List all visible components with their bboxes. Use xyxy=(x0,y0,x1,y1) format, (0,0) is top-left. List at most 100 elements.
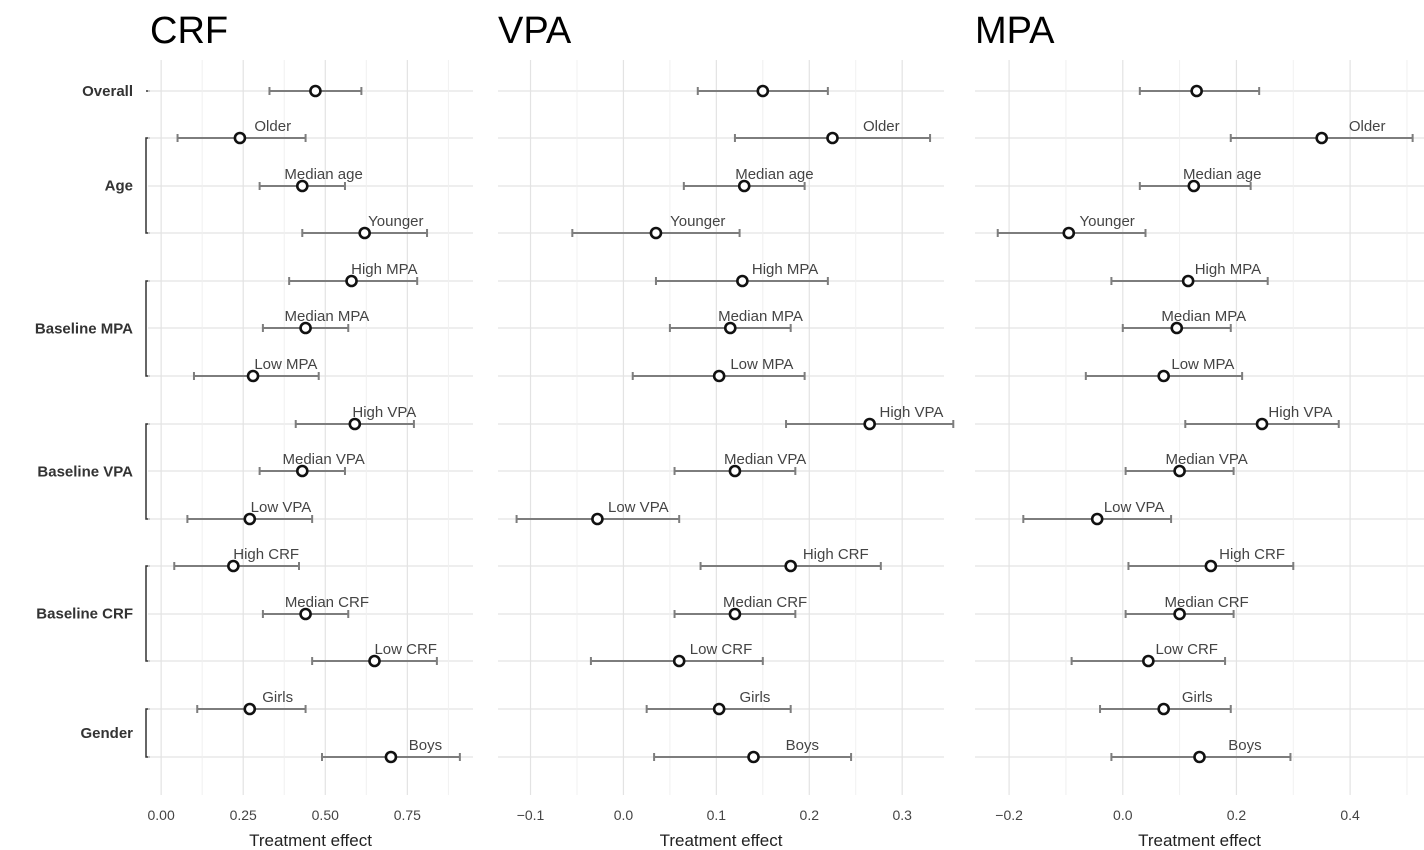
estimate-row xyxy=(268,84,363,98)
point-label: Median CRF xyxy=(285,594,369,611)
point-label: Older xyxy=(1349,118,1386,135)
point-label: High VPA xyxy=(1268,404,1332,421)
group-bracket xyxy=(145,708,150,758)
estimate-row: Median age xyxy=(682,166,814,193)
estimate-row: Older xyxy=(1229,118,1414,145)
point-estimate xyxy=(784,559,797,573)
estimate-row: High VPA xyxy=(785,404,955,431)
panel-title: VPA xyxy=(498,10,572,52)
point-estimate xyxy=(1157,369,1170,383)
point-estimate xyxy=(863,417,876,431)
point-label: Low VPA xyxy=(608,499,669,516)
point-label: Girls xyxy=(262,689,293,706)
point-label: Median MPA xyxy=(718,308,803,325)
group-4: Baseline CRF xyxy=(36,565,150,662)
point-label: High MPA xyxy=(752,261,818,278)
panel-1: −0.1 0.0 0.1 0.2 0.3 VPA Treatment effect Older… xyxy=(498,10,955,850)
point-estimate xyxy=(295,464,309,478)
x-axis-title: Treatment effect xyxy=(249,831,372,850)
group-1: Age xyxy=(105,137,150,234)
group-2: Baseline MPA xyxy=(35,280,150,377)
point-estimate xyxy=(243,512,257,526)
estimate-row: High MPA xyxy=(654,261,829,288)
point-label: Boys xyxy=(409,737,442,754)
estimate-row: Low VPA xyxy=(1022,499,1173,526)
point-estimate xyxy=(1315,131,1328,145)
point-estimate xyxy=(756,84,770,98)
group-5: Gender xyxy=(80,708,150,758)
x-tick-label: 0.25 xyxy=(230,807,257,823)
estimate-row: Median CRF xyxy=(261,594,369,621)
point-label: Median age xyxy=(735,166,813,183)
point-estimate xyxy=(826,131,839,145)
point-label: Younger xyxy=(670,213,725,230)
group-label: Baseline CRF xyxy=(36,606,133,623)
point-label: Low MPA xyxy=(730,356,793,373)
point-estimate xyxy=(728,607,742,621)
point-label: Median MPA xyxy=(285,308,370,325)
point-label: Boys xyxy=(786,737,819,754)
estimate-row: Median MPA xyxy=(261,308,370,335)
estimate-row: Low VPA xyxy=(186,499,314,526)
group-label: Gender xyxy=(80,725,133,742)
estimate-row: Median CRF xyxy=(1124,594,1249,621)
point-label: Boys xyxy=(1228,737,1261,754)
estimate-row: High MPA xyxy=(1110,261,1269,288)
estimate-row: High CRF xyxy=(1127,546,1295,573)
point-estimate xyxy=(246,369,260,383)
group-label: Baseline MPA xyxy=(35,321,133,338)
estimate-row: Girls xyxy=(645,689,792,716)
point-label: High MPA xyxy=(1195,261,1261,278)
estimate-row xyxy=(696,84,829,98)
point-estimate xyxy=(299,321,312,335)
panel-title: MPA xyxy=(975,10,1055,52)
point-estimate xyxy=(384,750,398,764)
estimate-row: Girls xyxy=(196,689,307,716)
point-label: Girls xyxy=(740,689,771,706)
x-tick-label: 0.2 xyxy=(800,807,820,823)
point-estimate xyxy=(1090,512,1104,526)
group-label: Age xyxy=(105,178,133,195)
point-label: Low VPA xyxy=(251,499,312,516)
estimate-row: High VPA xyxy=(1184,404,1340,431)
x-tick-label: 0.3 xyxy=(892,807,912,823)
estimate-row: Boys xyxy=(320,737,461,764)
point-estimate xyxy=(1181,274,1195,288)
x-tick-label: 0.0 xyxy=(1113,807,1133,823)
estimate-row: Girls xyxy=(1099,689,1232,716)
point-estimate xyxy=(1173,607,1186,621)
point-estimate xyxy=(1170,321,1184,335)
panels: 0.00 0.25 0.50 0.75 CRF Treatment effect Older… xyxy=(148,10,1424,850)
estimate-row: High CRF xyxy=(699,546,882,573)
point-label: Median VPA xyxy=(1165,451,1247,468)
x-tick-label: 0.2 xyxy=(1227,807,1247,823)
estimate-row: Younger xyxy=(571,213,741,240)
point-estimate xyxy=(243,702,257,716)
x-tick-label: 0.50 xyxy=(312,807,339,823)
group-labels: Overall Age Baseline MPA Baseline VPA Baseli… xyxy=(35,83,150,758)
point-estimate xyxy=(747,750,760,764)
point-estimate xyxy=(368,654,381,668)
point-label: Low CRF xyxy=(690,641,753,658)
point-estimate xyxy=(736,274,749,288)
point-label: Low CRF xyxy=(1155,641,1218,658)
estimate-row: Median MPA xyxy=(1121,308,1246,335)
point-label: High CRF xyxy=(803,546,869,563)
estimate-row: Low CRF xyxy=(1070,641,1227,668)
point-estimate xyxy=(1157,702,1170,716)
x-axis-title: Treatment effect xyxy=(1138,831,1261,850)
point-label: Median CRF xyxy=(723,594,807,611)
estimate-row: Younger xyxy=(301,213,429,240)
estimate-row: Median VPA xyxy=(673,451,806,478)
estimate-row: Median MPA xyxy=(668,308,803,335)
point-estimate xyxy=(712,702,726,716)
estimate-row: Older xyxy=(733,118,932,145)
point-estimate xyxy=(1062,226,1076,240)
point-label: Median age xyxy=(1183,166,1261,183)
point-estimate xyxy=(227,559,240,573)
point-estimate xyxy=(358,226,371,240)
x-axis-title: Treatment effect xyxy=(660,831,783,850)
point-estimate xyxy=(348,417,362,431)
point-label: Younger xyxy=(368,213,423,230)
